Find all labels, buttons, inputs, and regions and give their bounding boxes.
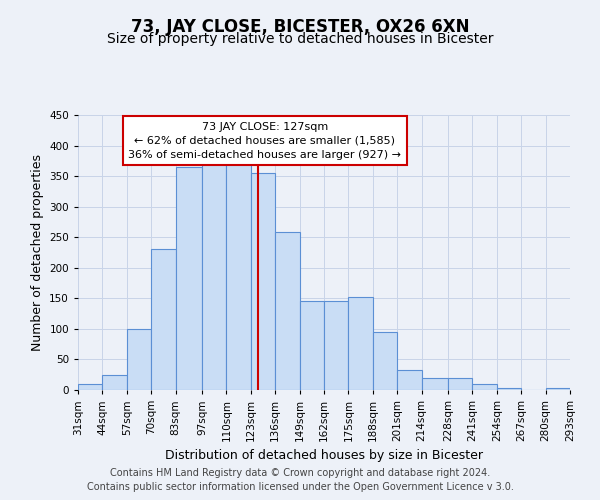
Bar [545, 388, 570, 390]
X-axis label: Distribution of detached houses by size in Bicester: Distribution of detached houses by size … [165, 450, 483, 462]
Text: Contains public sector information licensed under the Open Government Licence v : Contains public sector information licen… [86, 482, 514, 492]
Bar [251, 173, 275, 390]
Bar [103, 374, 127, 390]
Text: Size of property relative to detached houses in Bicester: Size of property relative to detached ho… [107, 32, 493, 46]
Bar [448, 378, 472, 390]
Bar [472, 384, 497, 390]
Bar [78, 384, 103, 390]
Bar [397, 370, 422, 390]
Bar [202, 164, 226, 390]
Bar [299, 302, 324, 390]
Bar [373, 332, 397, 390]
Bar [497, 388, 521, 390]
Y-axis label: Number of detached properties: Number of detached properties [31, 154, 44, 351]
Text: 73 JAY CLOSE: 127sqm
← 62% of detached houses are smaller (1,585)
36% of semi-de: 73 JAY CLOSE: 127sqm ← 62% of detached h… [128, 122, 401, 160]
Bar [151, 250, 176, 390]
Bar [324, 302, 349, 390]
Text: Contains HM Land Registry data © Crown copyright and database right 2024.: Contains HM Land Registry data © Crown c… [110, 468, 490, 477]
Bar [176, 167, 202, 390]
Text: 73, JAY CLOSE, BICESTER, OX26 6XN: 73, JAY CLOSE, BICESTER, OX26 6XN [131, 18, 469, 36]
Bar [226, 161, 251, 390]
Bar [422, 378, 448, 390]
Bar [127, 329, 151, 390]
Bar [275, 232, 299, 390]
Bar [349, 296, 373, 390]
